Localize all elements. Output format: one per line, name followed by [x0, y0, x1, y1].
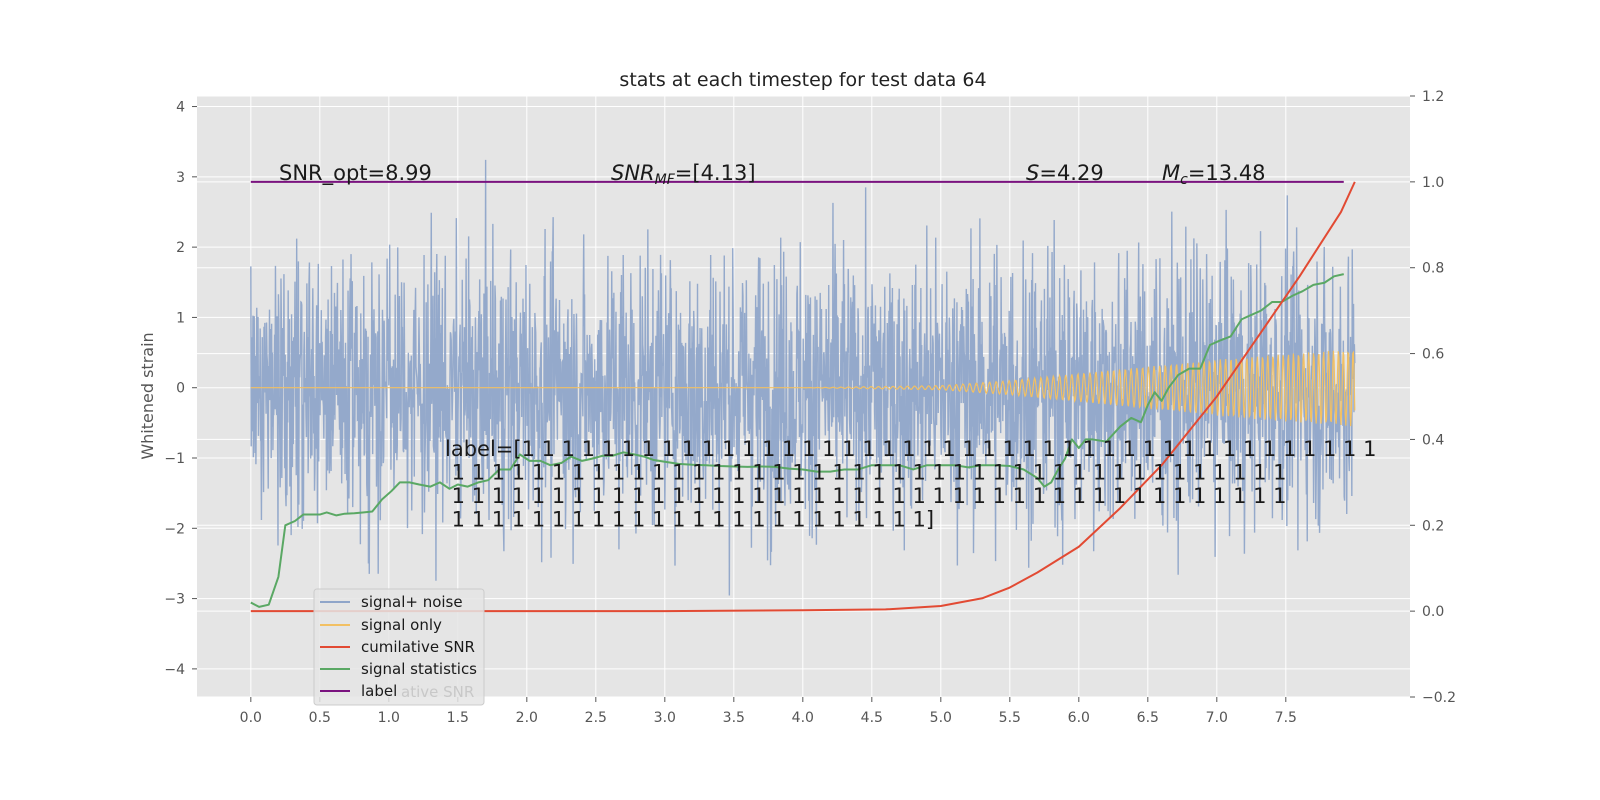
annotation-label-line-3: 1 1 1 1 1 1 1 1 1 1 1 1 1 1 1 1 1 1 1 1 …	[445, 484, 1287, 508]
y-left-tick-label: −2	[164, 521, 185, 537]
y-right-tick-label: 1.0	[1422, 175, 1444, 191]
annotation-snr-mf: SNRMF=[4.13]	[611, 161, 756, 188]
y-left-tick-label: 3	[176, 170, 185, 186]
x-tick-label: 5.5	[999, 710, 1021, 726]
series-line-signal-statistics	[250, 273, 1344, 608]
y-axis-label: Whitened strain	[138, 332, 157, 459]
legend: ative SNR signal+ noise signal only cumi…	[313, 588, 485, 706]
y-right-tick-label: 0.2	[1422, 518, 1444, 534]
annotation-s: S=4.29	[1026, 161, 1104, 185]
x-tick-label: 0.0	[240, 710, 262, 726]
legend-label-cumulative-snr: cumilative SNR	[361, 638, 475, 656]
annotation-mc: Mc=13.48	[1162, 161, 1266, 188]
x-tick-label: 4.0	[792, 710, 814, 726]
annotation-mc-name: M	[1162, 161, 1180, 185]
series-line-signal-only	[250, 350, 1356, 427]
legend-ghost-text: ative SNR	[401, 683, 474, 701]
x-tick-label: 2.5	[585, 710, 607, 726]
x-tick-label: 3.5	[723, 710, 745, 726]
annotation-label-line-2: 1 1 1 1 1 1 1 1 1 1 1 1 1 1 1 1 1 1 1 1 …	[445, 461, 1287, 485]
annotation-mc-value: =13.48	[1188, 161, 1266, 185]
legend-box	[313, 588, 485, 706]
annotation-label-array: label=[1 1 1 1 1 1 1 1 1 1 1 1 1 1 1 1 1…	[445, 437, 1376, 532]
y-right-tick-label: 0.8	[1422, 261, 1444, 277]
x-tick-label: 6.5	[1137, 710, 1159, 726]
annotation-snr-mf-value: =[4.13]	[675, 161, 756, 185]
series-right-axis	[250, 180, 1356, 613]
annotations: SNR_opt=8.99 SNRMF=[4.13] S=4.29 Mc=13.4…	[279, 161, 1376, 532]
annotation-snr-mf-name: SNR	[611, 161, 655, 185]
y-right-tick-label: 0.4	[1422, 432, 1444, 448]
legend-label-label: label	[361, 682, 397, 700]
annotation-s-value: =4.29	[1039, 161, 1103, 185]
y-left-tick-label: −1	[164, 451, 185, 467]
series-signal-only	[250, 350, 1356, 427]
axis-ticks: 0.0 0.5 1.0 1.5 2.0 2.5 3.0 3.5 4.0 4.5 5.0 5.5 6.0 6…	[164, 89, 1456, 726]
x-tick-label: 1.5	[447, 710, 469, 726]
x-tick-label: 2.0	[516, 710, 538, 726]
y-right-tick-label: 0.6	[1422, 347, 1444, 363]
annotation-s-name: S	[1026, 161, 1039, 185]
legend-label-signal-only: signal only	[361, 616, 442, 634]
annotation-snr-mf-sub: MF	[655, 172, 676, 188]
y-left-tick-label: −4	[164, 662, 185, 678]
x-tick-label: 6.0	[1068, 710, 1090, 726]
x-tick-label: 1.0	[378, 710, 400, 726]
annotation-mc-sub: c	[1180, 172, 1188, 188]
y-right-tick-label: 0.0	[1422, 604, 1444, 620]
y-left-tick-label: 1	[176, 310, 185, 326]
x-tick-label: 4.5	[861, 710, 883, 726]
series-line-cumulative-snr	[250, 181, 1356, 613]
y-right-tick-label: 1.2	[1422, 89, 1444, 105]
annotation-snr-opt: SNR_opt=8.99	[279, 161, 432, 186]
legend-label-signal-statistics: signal statistics	[361, 660, 477, 678]
chart-title: stats at each timestep for test data 64	[619, 69, 986, 91]
y-left-tick-label: 2	[176, 240, 185, 256]
series-line-signal-noise	[250, 159, 1356, 596]
x-tick-label: 3.0	[654, 710, 676, 726]
y-left-tick-label: 4	[176, 100, 185, 116]
y-left-tick-label: 0	[176, 381, 185, 397]
x-tick-label: 7.0	[1206, 710, 1228, 726]
x-tick-label: 7.5	[1275, 710, 1297, 726]
x-tick-label: 0.5	[309, 710, 331, 726]
series-signal-noise	[250, 159, 1356, 596]
y-right-tick-label: −0.2	[1422, 690, 1456, 706]
x-tick-label: 5.0	[930, 710, 952, 726]
annotation-label-line-1: label=[1 1 1 1 1 1 1 1 1 1 1 1 1 1 1 1 1…	[445, 437, 1376, 461]
legend-label-signal-noise: signal+ noise	[361, 593, 463, 611]
annotation-label-line-4: 1 1 1 1 1 1 1 1 1 1 1 1 1 1 1 1 1 1 1 1 …	[445, 508, 934, 532]
y-left-tick-label: −3	[164, 592, 185, 608]
